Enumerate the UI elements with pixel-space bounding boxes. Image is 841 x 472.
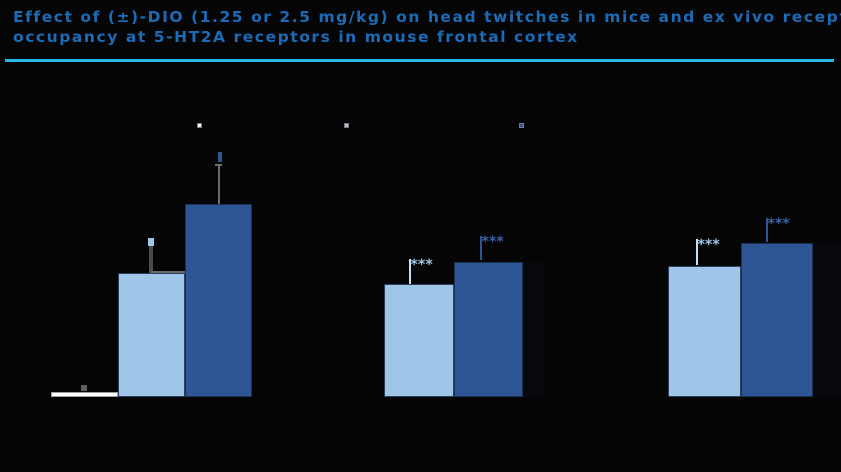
sig-marker-high-dose-group1-icon — [218, 152, 222, 162]
bar-high-dose-group1 — [185, 204, 252, 397]
bar-low-dose-group1 — [118, 273, 185, 397]
error-bar-high-dose-group1 — [218, 164, 220, 204]
sig-marker-low-dose-group1-icon — [148, 238, 154, 246]
sig-flag-low-dose-group3 — [696, 239, 698, 265]
error-marker-vehicle-icon — [81, 385, 87, 391]
error-cap-high-dose-group1 — [215, 164, 222, 166]
bar-vehicle-group1 — [51, 392, 118, 397]
bar-high-dose-group2 — [454, 262, 523, 397]
sig-flag-high-dose-group3 — [766, 218, 768, 242]
legend-marker-high-dose-icon — [519, 123, 524, 128]
bar-high-dose-group3 — [741, 243, 813, 397]
legend-marker-vehicle-icon — [197, 123, 202, 128]
sig-stars-low-dose-group3: *** — [697, 237, 720, 253]
legend-marker-low-dose-icon — [344, 123, 349, 128]
sig-stars-high-dose-group3: *** — [767, 216, 790, 232]
error-cap-low-dose-group1 — [151, 271, 185, 273]
chart-title-line1: Effect of (±)-DIO (1.25 or 2.5 mg/kg) on… — [13, 8, 841, 26]
bar-shadow-group3 — [813, 243, 841, 397]
bar-low-dose-group3 — [668, 266, 741, 397]
chart-title-line2: occupancy at 5-HT2A receptors in mouse f… — [13, 28, 579, 46]
sig-stars-low-dose-group2: *** — [410, 257, 433, 273]
error-bar-low-dose-group1 — [149, 244, 153, 273]
sig-flag-low-dose-group2 — [409, 259, 411, 284]
sig-flag-high-dose-group2 — [480, 236, 482, 260]
chart-title: Effect of (±)-DIO (1.25 or 2.5 mg/kg) on… — [13, 7, 841, 47]
bar-shadow-group2 — [523, 262, 545, 397]
bar-low-dose-group2 — [384, 284, 454, 397]
sig-stars-high-dose-group2: *** — [481, 234, 504, 250]
title-divider — [5, 59, 834, 62]
